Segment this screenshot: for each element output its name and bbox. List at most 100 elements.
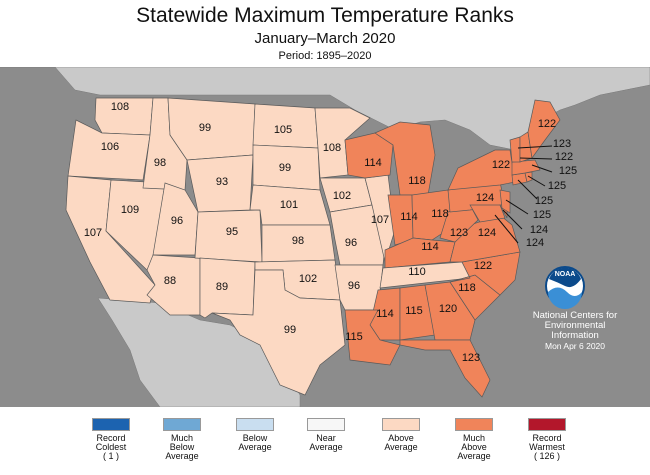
rank-label-nc: 122 — [474, 260, 492, 272]
state-tx — [211, 269, 346, 396]
rank-label-de: 124 — [530, 224, 548, 236]
legend-swatch — [236, 418, 274, 431]
state-nc — [449, 251, 521, 296]
leader-ct — [517, 179, 538, 200]
noaa-credit: National Centers for Environmental Infor… — [520, 310, 630, 352]
legend-label: Below Average — [238, 433, 272, 452]
rank-label-wy: 93 — [216, 176, 228, 188]
leader-md — [494, 214, 519, 244]
mexico-land — [97, 297, 301, 407]
legend-swatch — [528, 418, 566, 431]
canada-land — [0, 67, 650, 151]
noaa-logo-wave — [548, 287, 582, 309]
rank-label-oh: 118 — [431, 208, 449, 220]
map-subtitle: January–March 2020 — [254, 30, 396, 47]
rank-label-tx: 99 — [284, 324, 296, 336]
rank-label-md: 124 — [526, 237, 544, 249]
rank-label-ks: 98 — [292, 235, 304, 247]
legend-much-above: Much Above Average — [438, 418, 510, 461]
legend-label: Near Average — [309, 433, 343, 452]
legend-label: Much Below Average — [165, 433, 199, 461]
state-mt — [167, 97, 256, 161]
state-ma — [511, 159, 541, 176]
rank-label-az: 88 — [164, 275, 176, 287]
leader-lines — [494, 145, 553, 244]
rank-label-wa: 108 — [111, 101, 129, 113]
legend-above: Above Average — [365, 418, 437, 452]
rank-label-sd: 99 — [279, 162, 291, 174]
rank-label-il: 107 — [371, 214, 389, 226]
states-layer — [65, 97, 561, 398]
rank-label-nv: 109 — [121, 204, 139, 216]
rank-label-nh: 123 — [553, 138, 571, 150]
noaa-date: Mon Apr 6 2020 — [544, 341, 605, 351]
us-map: 108 106 107 109 98 99 93 96 88 95 89 105 99 101 98 102 9… — [0, 67, 650, 407]
rank-label-id: 98 — [154, 157, 166, 169]
rank-label-pa: 124 — [476, 192, 494, 204]
legend-much-below: Much Below Average — [146, 418, 218, 461]
map-panel: 108 106 107 109 98 99 93 96 88 95 89 105 99 101 98 102 9… — [0, 67, 650, 407]
rank-label-nm: 89 — [216, 281, 228, 293]
legend-label: Much Above Average — [457, 433, 491, 461]
legend-label: Above Average — [384, 433, 418, 452]
leader-vt — [519, 157, 553, 160]
state-or — [67, 119, 151, 181]
rank-label-mo: 96 — [345, 237, 357, 249]
rank-label-al: 115 — [405, 305, 423, 317]
rank-label-nd: 105 — [274, 124, 292, 136]
legend-record-warmest: Record Warmest ( 126 ) — [511, 418, 583, 461]
legend-label: Record Coldest ( 1 ) — [95, 433, 127, 461]
rank-label-la: 115 — [345, 331, 363, 343]
rank-label-mn: 108 — [323, 142, 341, 154]
rank-label-ar: 96 — [348, 280, 360, 292]
rank-label-ne: 101 — [280, 199, 298, 211]
leader-nj — [505, 199, 529, 215]
leader-de — [502, 209, 523, 230]
leader-nh — [517, 145, 553, 149]
legend-record-coldest: Record Coldest ( 1 ) — [75, 418, 147, 461]
rank-label-nj: 125 — [533, 209, 551, 221]
rank-label-co: 95 — [226, 226, 238, 238]
rank-label-ok: 102 — [299, 273, 317, 285]
rank-label-sc: 118 — [458, 282, 476, 294]
legend-near: Near Average — [290, 418, 362, 452]
noaa-org-line1: National Centers for — [532, 310, 618, 321]
legend-swatch — [92, 418, 130, 431]
rank-label-ky: 114 — [421, 241, 439, 253]
rank-label-tn: 110 — [408, 266, 426, 278]
rank-label-vt: 122 — [555, 151, 573, 163]
rank-label-ga: 120 — [439, 303, 457, 315]
state-md — [469, 204, 506, 223]
state-la — [344, 309, 401, 366]
rank-label-ia: 102 — [333, 190, 351, 202]
legend-below: Below Average — [219, 418, 291, 452]
noaa-org-line3: Information — [551, 330, 599, 341]
rank-label-ct: 125 — [535, 195, 553, 207]
legend: Record Coldest ( 1 ) Much Below Average … — [0, 418, 650, 475]
leader-ma — [531, 164, 553, 173]
period-label: Period: 1895–2020 — [278, 50, 372, 62]
rank-label-va: 124 — [478, 227, 496, 239]
legend-swatch — [382, 418, 420, 431]
rank-label-wv: 123 — [450, 227, 468, 239]
legend-swatch — [455, 418, 493, 431]
rank-label-fl: 123 — [462, 352, 480, 364]
rank-label-mt: 99 — [199, 122, 211, 134]
noaa-logo-text: NOAA — [555, 271, 576, 278]
rank-label-or: 106 — [101, 141, 119, 153]
state-ga — [424, 281, 476, 341]
rank-labels: 108 106 107 109 98 99 93 96 88 95 89 105 99 101 98 102 9… — [84, 101, 577, 364]
noaa-org-line2: Environmental — [544, 320, 606, 331]
rank-label-ms: 114 — [376, 308, 394, 320]
state-ny — [447, 149, 516, 191]
state-vt — [509, 136, 521, 163]
legend-swatch — [163, 418, 201, 431]
rank-label-ny: 122 — [492, 159, 510, 171]
noaa-logo-sky — [549, 267, 581, 288]
rank-label-in: 114 — [400, 211, 418, 223]
rank-label-me: 122 — [538, 118, 556, 130]
state-fl — [399, 339, 491, 398]
rank-label-ut: 96 — [171, 215, 183, 227]
legend-label: Record Warmest ( 126 ) — [529, 433, 565, 461]
leader-ri — [527, 175, 546, 187]
